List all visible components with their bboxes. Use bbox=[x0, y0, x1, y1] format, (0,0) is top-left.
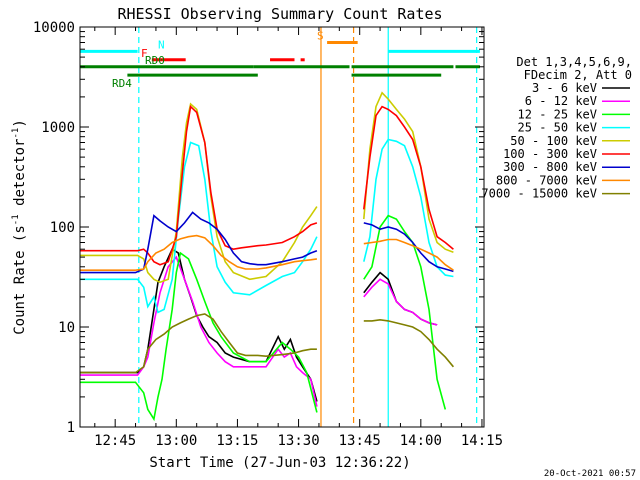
status-bar-label-f: F bbox=[141, 47, 148, 60]
series-100-300-kev-after-gap bbox=[363, 105, 454, 250]
status-bar-label-s: S bbox=[317, 29, 324, 42]
series-3-6-kev bbox=[80, 248, 318, 402]
x-tick-label-14-15: 14:15 bbox=[461, 433, 503, 449]
y-tick-label-1000: 1000 bbox=[41, 120, 75, 136]
y-axis-label: Count Rate (s-1 detector-1) bbox=[11, 119, 28, 335]
series-300-800-kev bbox=[80, 211, 318, 274]
series-800-7000-kev-after-gap bbox=[363, 238, 454, 271]
y-tick-label-10000: 10000 bbox=[33, 20, 75, 36]
legend-header-line-1: Det 1,3,4,5,6,9, bbox=[516, 55, 632, 69]
legend-label-3-6-kev: 3 - 6 keV bbox=[532, 81, 597, 95]
y-tick-label-100: 100 bbox=[50, 220, 75, 236]
status-bar-label-rd4: RD4 bbox=[112, 77, 132, 90]
plot-area: NF S RD0 RD4 bbox=[80, 27, 480, 427]
y-tick-label-1: 1 bbox=[67, 420, 75, 436]
x-tick-label-13-15: 13:15 bbox=[216, 433, 258, 449]
legend-label-300-800-kev: 300 - 800 keV bbox=[503, 160, 597, 174]
series-12-25-kev bbox=[80, 251, 318, 422]
legend: Det 1,3,4,5,6,9, FDecim 2, Att 0 3 - 6 k… bbox=[481, 55, 632, 201]
y-axis: 1 10 100 1000 10000 bbox=[33, 20, 484, 436]
legend-label-7000-15000-kev: 7000 - 15000 keV bbox=[481, 187, 597, 201]
status-bar-label-n: N bbox=[158, 38, 165, 51]
legend-label-800-7000-kev: 800 - 7000 keV bbox=[496, 173, 597, 187]
footer-date: 20-Oct-2021 00:57 bbox=[544, 469, 636, 479]
series-6-12-kev bbox=[80, 255, 318, 407]
legend-label-100-300-kev: 100 - 300 keV bbox=[503, 147, 597, 161]
x-axis-label: Start Time (27-Jun-03 12:36:22) bbox=[149, 455, 410, 471]
series-12-25-kev-after-gap bbox=[363, 214, 447, 410]
x-tick-label-13-45: 13:45 bbox=[339, 433, 381, 449]
series-300-800-kev-after-gap bbox=[363, 222, 454, 273]
series-7000-15000-kev bbox=[80, 313, 317, 374]
status-bar-label-rd0: RD0 bbox=[145, 54, 165, 67]
x-tick-label-13-30: 13:30 bbox=[277, 433, 319, 449]
y-axis-label-end: ) bbox=[12, 119, 28, 127]
legend-label-6-12-kev: 6 - 12 keV bbox=[525, 94, 597, 108]
y-axis-label-main: Count Rate (s bbox=[12, 225, 28, 335]
legend-label-50-100-kev: 50 - 100 keV bbox=[510, 134, 597, 148]
y-axis-label-mid: detector bbox=[12, 139, 28, 215]
x-axis: 12:45 13:00 13:15 13:30 13:45 14:00 14:15 bbox=[94, 27, 503, 449]
series-800-7000-kev bbox=[80, 234, 318, 272]
chart-title: RHESSI Observing Summary Count Rates bbox=[117, 5, 442, 23]
y-axis-label-sup2: -1 bbox=[11, 128, 21, 139]
x-tick-label-13-00: 13:00 bbox=[155, 433, 197, 449]
series-7000-15000-kev-after-gap bbox=[363, 318, 455, 368]
series-25-50-kev bbox=[80, 141, 318, 314]
legend-label-12-25-kev: 12 - 25 keV bbox=[518, 107, 597, 121]
legend-header-line-2: FDecim 2, Att 0 bbox=[524, 68, 632, 82]
x-tick-label-12-45: 12:45 bbox=[94, 433, 136, 449]
y-tick-label-10: 10 bbox=[58, 320, 75, 336]
series-100-300-kev bbox=[80, 104, 318, 266]
series-50-100-kev-after-gap bbox=[363, 91, 454, 253]
legend-label-25-50-kev: 25 - 50 keV bbox=[518, 121, 597, 135]
y-axis-label-sup1: -1 bbox=[11, 214, 21, 225]
x-tick-label-14-00: 14:00 bbox=[400, 433, 442, 449]
series-6-12-kev-after-gap bbox=[363, 278, 438, 326]
